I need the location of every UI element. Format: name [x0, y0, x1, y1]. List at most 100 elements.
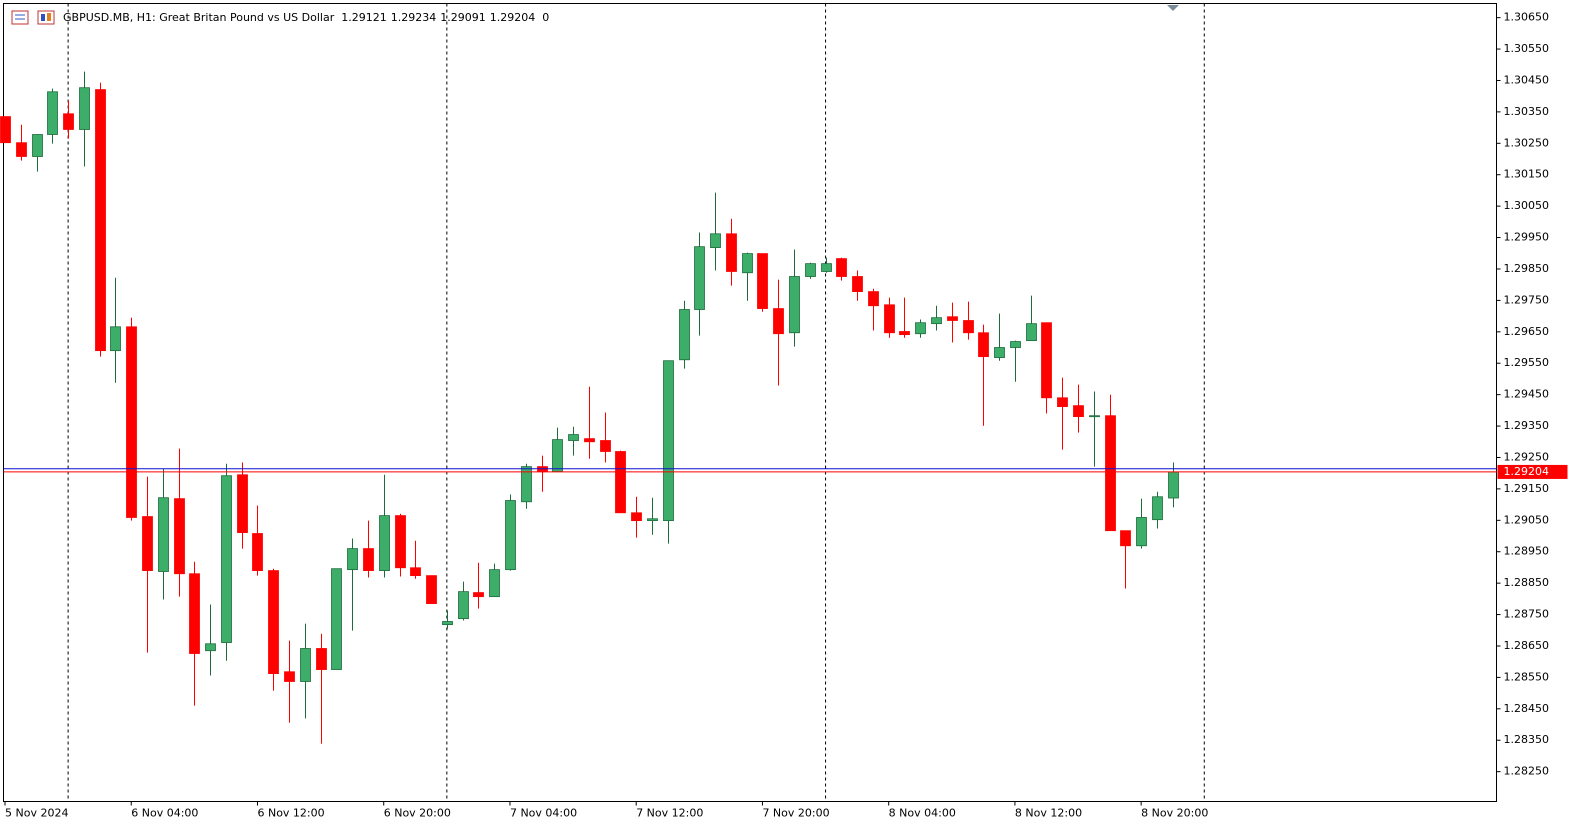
candle-body [521, 466, 532, 503]
candle-body [868, 291, 879, 307]
shift-marker [1167, 5, 1179, 11]
candle-body [47, 91, 58, 135]
candle-body [805, 263, 816, 277]
y-tick-label: 1.29350 [1504, 419, 1550, 432]
candle-body [473, 592, 484, 598]
icon [41, 14, 45, 21]
candle-body [852, 276, 863, 292]
y-tick-label: 1.28250 [1504, 765, 1550, 778]
y-tick-label: 1.28750 [1504, 608, 1550, 621]
candle-body [757, 253, 768, 309]
candle-body [63, 113, 74, 130]
y-tick-label: 1.28550 [1504, 670, 1550, 683]
candle-body [710, 233, 721, 249]
y-tick-label: 1.30250 [1504, 136, 1550, 149]
candle-body [252, 533, 263, 571]
y-tick-label: 1.30050 [1504, 199, 1550, 212]
candle-body [363, 548, 374, 571]
header-icons [11, 10, 55, 25]
x-tick-label: 7 Nov 20:00 [762, 807, 829, 820]
candle-body [32, 134, 43, 157]
candle-body [331, 568, 342, 670]
candle-body [821, 263, 832, 272]
y-tick-label: 1.29650 [1504, 325, 1550, 338]
high-value: 1.29234 [391, 11, 437, 24]
icon [47, 13, 51, 21]
x-tick-label: 6 Nov 12:00 [257, 807, 324, 820]
y-tick-label: 1.29750 [1504, 293, 1550, 306]
candle-body [663, 360, 674, 522]
candle-body [237, 474, 248, 533]
candle-body [963, 320, 974, 334]
y-tick-label: 1.29250 [1504, 450, 1550, 463]
candle-body [158, 497, 169, 572]
candle-body [899, 331, 910, 336]
y-tick-label: 1.28450 [1504, 702, 1550, 715]
candle-body [931, 317, 942, 325]
candle-body [978, 332, 989, 358]
candle-body [773, 308, 784, 335]
candle-body [647, 518, 658, 522]
candle-body [742, 253, 753, 274]
y-tick-label: 1.29050 [1504, 513, 1550, 526]
x-tick-label: 6 Nov 20:00 [384, 807, 451, 820]
candle-body [836, 258, 847, 277]
candle-body [458, 591, 469, 620]
x-tick-label: 7 Nov 04:00 [510, 807, 577, 820]
candle-body [489, 569, 500, 598]
candle-body [694, 246, 705, 310]
candle-body [552, 439, 563, 473]
candle-body [426, 575, 437, 604]
candle-body [726, 233, 737, 272]
candle-body [126, 326, 137, 518]
candle-body [268, 570, 279, 675]
x-tick-label: 8 Nov 12:00 [1015, 807, 1082, 820]
x-tick-label: 8 Nov 04:00 [889, 807, 956, 820]
candle-body [95, 89, 106, 352]
y-tick-label: 1.29450 [1504, 388, 1550, 401]
candle-body [631, 512, 642, 522]
candle-body [1120, 530, 1131, 547]
y-tick-label: 1.30650 [1504, 11, 1550, 24]
y-tick-label: 1.29950 [1504, 231, 1550, 244]
candle-body [379, 515, 390, 571]
candles [0, 71, 1179, 744]
candle-body [284, 671, 295, 682]
candle-body [174, 498, 185, 575]
candle-body [1152, 496, 1163, 521]
candle-body [110, 326, 121, 352]
y-tick-label: 1.30550 [1504, 42, 1550, 55]
candle-body [1089, 415, 1100, 418]
y-tick-label: 1.28350 [1504, 733, 1550, 746]
candle-body [142, 516, 153, 571]
price-label: 1.29204 [1504, 465, 1550, 478]
y-tick-label: 1.30350 [1504, 105, 1550, 118]
candle-body [1041, 322, 1052, 399]
icon [11, 10, 29, 25]
candle-body [884, 304, 895, 334]
header-value: 0 [542, 11, 549, 24]
candle-body [0, 116, 11, 144]
y-tick-label: 1.30150 [1504, 168, 1550, 181]
candle-body [600, 440, 611, 452]
y-tick-label: 1.29550 [1504, 356, 1550, 369]
y-tick-label: 1.30450 [1504, 73, 1550, 86]
candle-body [679, 309, 690, 361]
candle-body [300, 648, 311, 682]
x-tick-label: 6 Nov 04:00 [131, 807, 198, 820]
candle-body [584, 438, 595, 443]
low-value: 1.29091 [440, 11, 486, 24]
candle-body [395, 515, 406, 569]
candle-body [1168, 471, 1179, 499]
icon [37, 10, 55, 25]
candle-body [1057, 397, 1068, 407]
candle-body [1010, 341, 1021, 348]
candle-body [221, 475, 232, 643]
candle-body [205, 643, 216, 652]
candle-body [1105, 415, 1116, 532]
y-tick-label: 1.29850 [1504, 262, 1550, 275]
y-tick-label: 1.29150 [1504, 482, 1550, 495]
y-tick-label: 1.28650 [1504, 639, 1550, 652]
